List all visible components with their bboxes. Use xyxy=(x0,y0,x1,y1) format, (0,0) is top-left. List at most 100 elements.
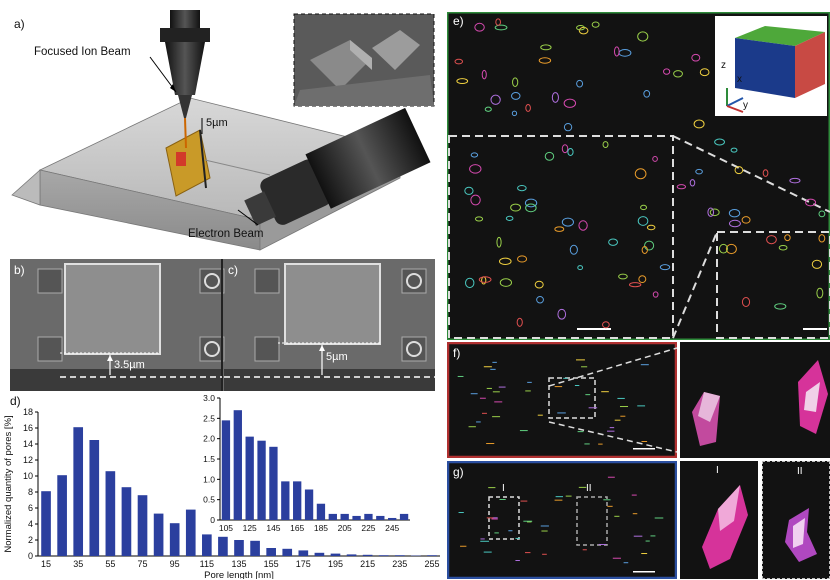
inset-x-tick-label: 205 xyxy=(338,523,352,533)
x-tick-label: 115 xyxy=(200,559,214,569)
bar xyxy=(234,540,244,556)
closeup-ii-label: II xyxy=(797,466,803,477)
inset-bar xyxy=(281,481,289,520)
panel-b-dim: 3.5µm xyxy=(114,359,145,371)
y-tick-label: 2 xyxy=(28,535,33,545)
pore-closeup-ii: II xyxy=(762,461,830,579)
pore-closeup-i: I xyxy=(680,461,758,579)
y-tick-label: 18 xyxy=(23,407,33,417)
bar xyxy=(170,523,180,556)
inset-x-tick-label: 125 xyxy=(243,523,257,533)
y-tick-label: 8 xyxy=(28,487,33,497)
inset-bar xyxy=(400,514,408,520)
panel-a: a) xyxy=(0,0,445,258)
closeup-i-label: I xyxy=(716,465,719,476)
inset-x-tick-label: 245 xyxy=(385,523,399,533)
bar xyxy=(266,548,276,556)
bar xyxy=(298,550,308,556)
bar xyxy=(218,537,228,556)
inset-bar xyxy=(293,481,301,520)
panel-f: f) xyxy=(447,342,677,458)
inset-x-tick-label: 165 xyxy=(290,523,304,533)
bar xyxy=(73,427,83,556)
y-tick-label: 6 xyxy=(28,503,33,513)
inset-bar xyxy=(329,514,337,520)
panel-b-label: b) xyxy=(14,263,25,277)
x-tick-label: 155 xyxy=(264,559,279,569)
bar xyxy=(363,555,373,556)
bar xyxy=(186,510,196,556)
inset-x-tick-label: 145 xyxy=(266,523,280,533)
x-tick-label: 215 xyxy=(360,559,375,569)
inset-y-tick-label: 2.0 xyxy=(203,434,215,444)
panel-e: e) z x y xyxy=(447,12,830,340)
bar xyxy=(122,487,132,556)
region-i-label: I xyxy=(502,483,505,494)
inset-bar xyxy=(257,441,265,520)
pore-3d-view xyxy=(447,12,830,340)
inset-bar xyxy=(364,514,372,520)
volume-cube-icon xyxy=(715,16,827,116)
bar xyxy=(138,495,148,556)
panel-f-label: f) xyxy=(453,346,460,360)
inset-y-tick-label: 0 xyxy=(210,515,215,525)
inset-bar xyxy=(222,420,230,520)
inset-y-tick-label: 2.5 xyxy=(203,413,215,423)
region-ii-label: II xyxy=(586,483,592,494)
x-tick-label: 15 xyxy=(41,559,51,569)
x-tick-label: 195 xyxy=(328,559,343,569)
pore-side-view-f xyxy=(447,342,677,458)
inset-bar xyxy=(317,504,325,520)
x-tick-label: 255 xyxy=(424,559,439,569)
x-axis-label: Pore length [nm] xyxy=(204,570,274,579)
inset-bar xyxy=(341,514,349,520)
inset-bar xyxy=(234,410,242,520)
sem-bc xyxy=(10,259,435,391)
pore-side-view-g xyxy=(447,461,677,579)
x-tick-label: 95 xyxy=(170,559,180,569)
inset-y-tick-label: 3.0 xyxy=(203,393,215,403)
bar xyxy=(282,549,292,556)
x-tick-label: 75 xyxy=(138,559,148,569)
bar xyxy=(395,555,405,556)
bar xyxy=(57,475,67,556)
axis-x: x xyxy=(737,74,742,85)
inset-y-tick-label: 1.5 xyxy=(203,454,215,464)
y-tick-label: 10 xyxy=(23,471,33,481)
x-tick-label: 175 xyxy=(296,559,311,569)
x-tick-label: 55 xyxy=(105,559,115,569)
bar xyxy=(202,534,212,556)
axis-z: z xyxy=(721,60,726,71)
fib-schematic xyxy=(0,0,445,258)
inset-bar xyxy=(305,490,313,521)
y-tick-label: 0 xyxy=(28,551,33,561)
pore-closeup-f xyxy=(680,342,830,458)
inset-bar xyxy=(352,516,360,520)
bar xyxy=(347,554,357,556)
inset-bar xyxy=(269,447,277,520)
panels-bc: b) c) 3.5µm 5µm xyxy=(10,259,435,391)
inset-y-tick-label: 0.5 xyxy=(203,495,215,505)
bar xyxy=(41,491,51,556)
inset-y-tick-label: 1.0 xyxy=(203,474,215,484)
x-tick-label: 235 xyxy=(392,559,407,569)
inset-bar xyxy=(246,437,254,520)
y-tick-label: 16 xyxy=(23,423,33,433)
bar xyxy=(379,555,389,556)
inset-x-tick-label: 105 xyxy=(219,523,233,533)
inset-bar xyxy=(388,518,396,520)
inset-x-tick-label: 225 xyxy=(361,523,375,533)
bar xyxy=(250,541,260,556)
panel-g: g) I II xyxy=(447,461,677,579)
fib-dim-label: 5µm xyxy=(206,117,228,129)
y-axis-label: Normalized quantity of pores [%] xyxy=(3,415,14,552)
bar xyxy=(89,440,99,556)
x-tick-label: 35 xyxy=(73,559,83,569)
panel-c-label: c) xyxy=(228,263,238,277)
axis-y: y xyxy=(743,100,748,111)
bar xyxy=(106,471,116,556)
y-tick-label: 4 xyxy=(28,519,33,529)
bar xyxy=(315,553,325,556)
